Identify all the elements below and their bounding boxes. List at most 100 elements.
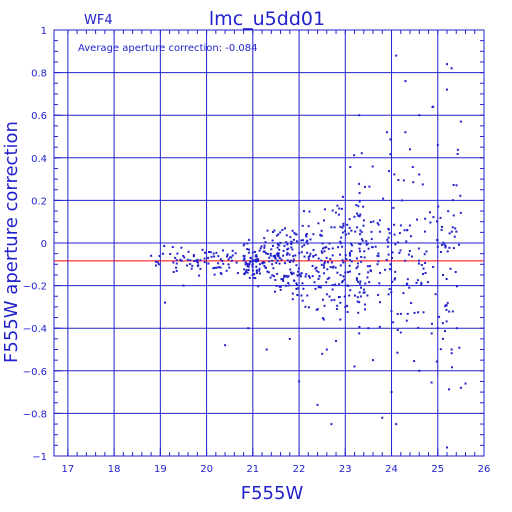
data-point bbox=[196, 265, 199, 268]
data-point bbox=[349, 166, 352, 168]
data-point bbox=[451, 310, 454, 313]
data-point bbox=[374, 245, 377, 248]
data-point bbox=[424, 230, 426, 233]
data-point bbox=[331, 254, 334, 257]
data-point bbox=[434, 293, 437, 296]
data-point bbox=[444, 330, 446, 332]
data-point bbox=[285, 284, 288, 287]
data-point bbox=[321, 242, 324, 245]
data-point bbox=[298, 380, 301, 383]
data-point bbox=[280, 278, 283, 281]
data-point bbox=[339, 253, 341, 256]
data-point bbox=[150, 254, 153, 257]
data-point bbox=[328, 242, 331, 245]
data-point bbox=[358, 332, 361, 335]
data-point bbox=[448, 232, 451, 235]
data-point bbox=[285, 274, 288, 277]
data-point bbox=[321, 251, 324, 254]
data-point bbox=[431, 322, 433, 325]
data-point bbox=[349, 254, 352, 257]
data-point bbox=[435, 360, 438, 363]
data-point bbox=[292, 238, 295, 241]
data-point bbox=[330, 226, 333, 229]
data-point bbox=[360, 260, 363, 263]
data-point bbox=[379, 301, 381, 304]
data-point bbox=[323, 246, 326, 249]
data-point bbox=[256, 258, 259, 261]
data-point bbox=[282, 254, 285, 257]
data-point bbox=[311, 275, 314, 278]
data-point bbox=[396, 351, 399, 354]
data-point bbox=[269, 252, 272, 255]
data-point bbox=[385, 258, 388, 261]
data-point bbox=[430, 332, 433, 335]
data-point bbox=[424, 262, 427, 264]
data-point bbox=[278, 262, 281, 265]
data-point bbox=[275, 285, 278, 287]
data-point bbox=[227, 263, 230, 266]
data-point bbox=[213, 273, 216, 276]
data-point bbox=[388, 170, 390, 173]
data-point bbox=[317, 271, 320, 274]
data-point bbox=[176, 252, 179, 255]
data-point bbox=[228, 266, 231, 269]
data-point bbox=[274, 257, 277, 260]
data-point bbox=[174, 256, 177, 259]
data-point bbox=[331, 209, 334, 212]
y-tick-label: 0.4 bbox=[31, 154, 47, 165]
data-point bbox=[192, 255, 195, 258]
data-point bbox=[251, 266, 254, 269]
data-point bbox=[155, 264, 157, 267]
data-point bbox=[339, 264, 342, 267]
data-point bbox=[337, 213, 340, 216]
data-point bbox=[425, 250, 428, 253]
data-point bbox=[358, 242, 360, 245]
data-point bbox=[365, 243, 368, 246]
data-point bbox=[367, 247, 370, 250]
data-point bbox=[255, 265, 258, 268]
data-point bbox=[378, 230, 381, 233]
y-tick-label: 0.2 bbox=[31, 196, 47, 207]
data-point bbox=[342, 275, 345, 278]
data-point bbox=[445, 304, 448, 307]
data-point bbox=[249, 257, 252, 260]
data-point bbox=[410, 302, 413, 304]
data-point bbox=[276, 234, 279, 237]
data-point bbox=[320, 259, 323, 262]
data-point bbox=[347, 284, 350, 287]
data-point bbox=[396, 329, 399, 331]
data-point bbox=[350, 229, 353, 232]
data-point bbox=[180, 246, 183, 249]
data-point bbox=[364, 308, 366, 311]
data-point bbox=[316, 403, 319, 406]
data-point bbox=[212, 267, 215, 270]
data-point bbox=[378, 325, 381, 328]
data-point bbox=[317, 257, 320, 260]
data-point bbox=[222, 249, 224, 252]
data-point bbox=[305, 240, 308, 243]
data-point bbox=[423, 253, 426, 256]
data-point bbox=[182, 254, 185, 257]
data-point bbox=[294, 254, 297, 257]
data-point bbox=[341, 281, 344, 284]
data-point bbox=[360, 286, 362, 289]
data-point bbox=[293, 232, 296, 234]
data-point bbox=[406, 229, 409, 232]
data-point bbox=[312, 233, 315, 236]
y-tick-label: −0.2 bbox=[23, 282, 47, 293]
data-point bbox=[304, 305, 307, 308]
data-point bbox=[448, 246, 451, 249]
y-tick-label: −0.4 bbox=[23, 324, 47, 335]
data-point bbox=[337, 246, 340, 249]
data-point bbox=[325, 281, 328, 284]
data-point bbox=[446, 250, 449, 253]
data-point bbox=[429, 221, 432, 224]
data-point bbox=[291, 292, 294, 295]
data-point bbox=[358, 326, 361, 328]
y-tick-label: 1 bbox=[41, 26, 47, 37]
data-point bbox=[306, 242, 309, 245]
data-point bbox=[358, 273, 361, 276]
data-point bbox=[416, 218, 418, 221]
data-point bbox=[422, 311, 425, 314]
data-point bbox=[387, 236, 390, 239]
